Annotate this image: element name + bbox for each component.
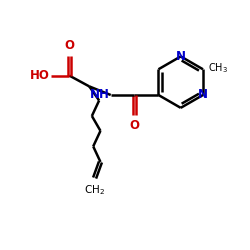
Text: CH$_3$: CH$_3$ — [208, 61, 228, 75]
Text: O: O — [64, 39, 74, 52]
Text: CH$_2$: CH$_2$ — [84, 183, 105, 197]
Text: O: O — [129, 119, 139, 132]
Text: N: N — [176, 50, 186, 63]
Text: HO: HO — [30, 69, 49, 82]
Text: NH: NH — [90, 88, 109, 101]
Text: N: N — [198, 88, 208, 102]
